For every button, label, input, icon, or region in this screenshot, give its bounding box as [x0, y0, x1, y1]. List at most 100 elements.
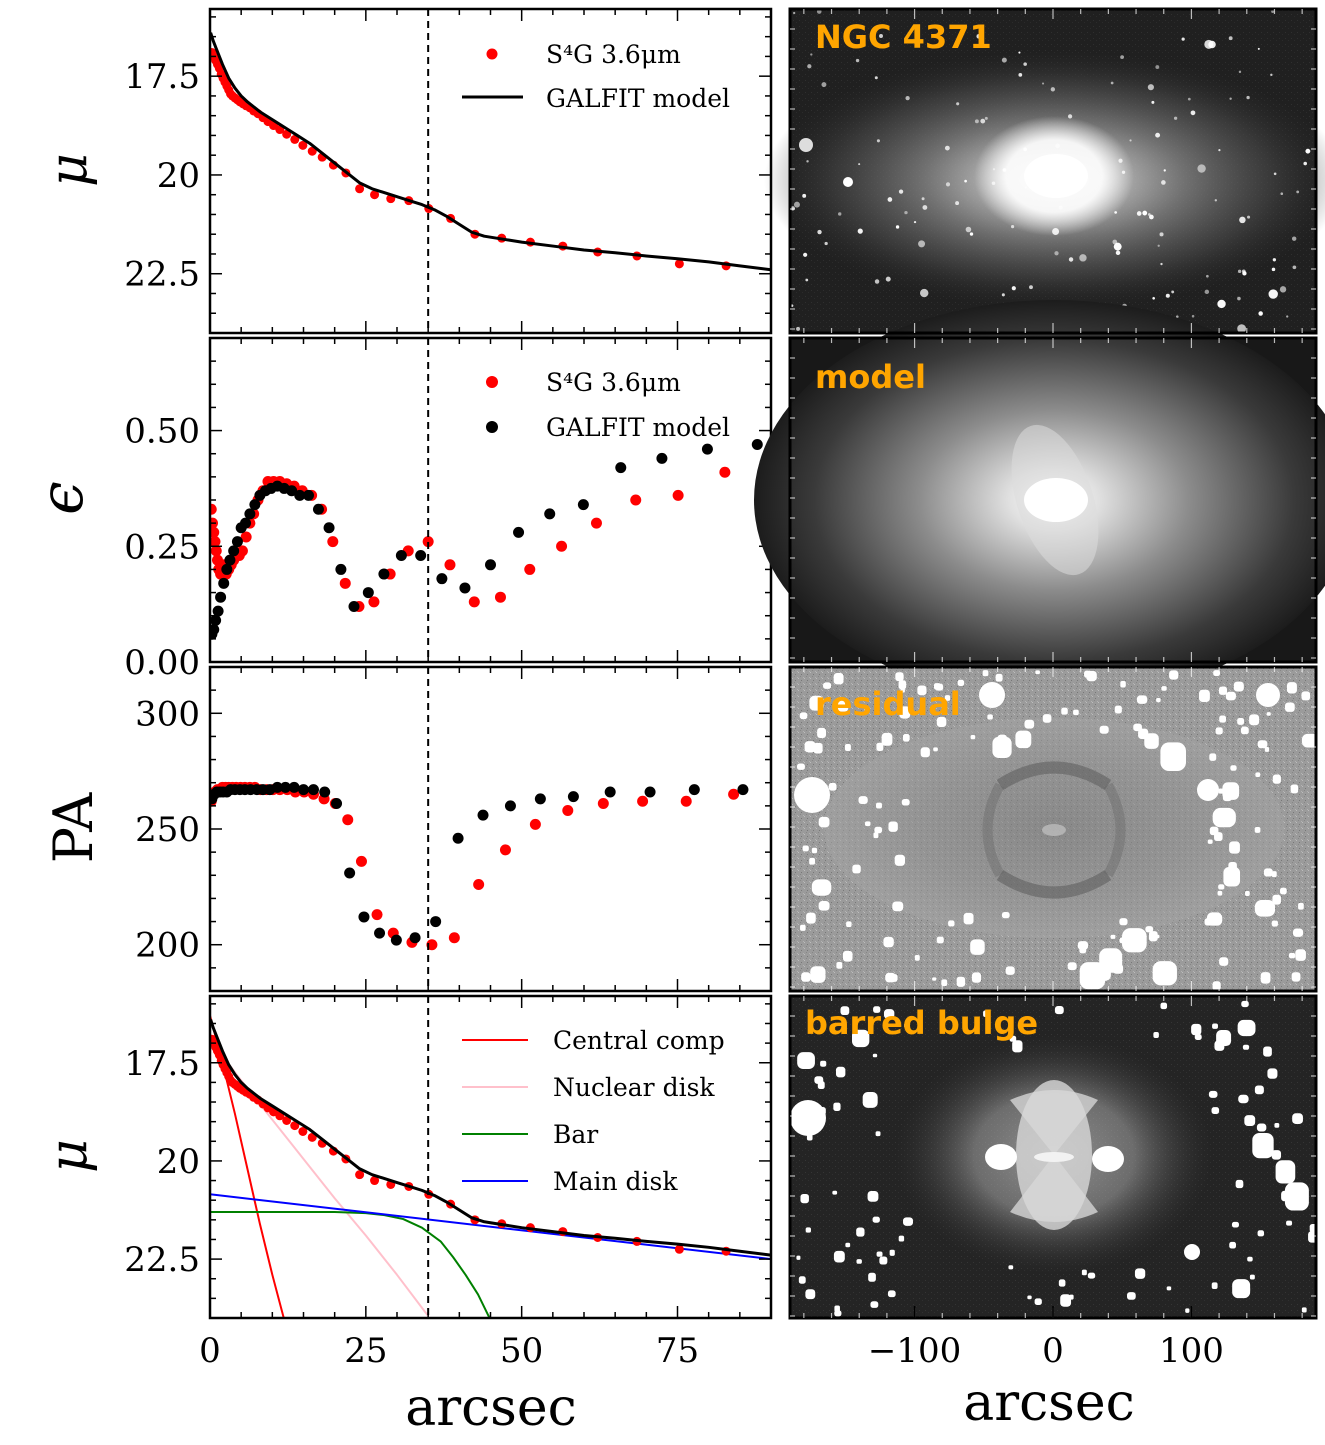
mask-blob — [956, 976, 966, 987]
image-label-ngc4371: NGC 4371 — [815, 18, 992, 56]
mask-blob — [1166, 1286, 1172, 1291]
star — [793, 201, 800, 208]
data-point — [210, 503, 217, 515]
star — [824, 241, 828, 246]
model-point — [335, 563, 347, 575]
mask-blob — [1238, 1094, 1249, 1104]
model-line — [210, 32, 771, 272]
mask-blob — [1263, 868, 1273, 877]
mask-blob — [1249, 1274, 1255, 1280]
star — [793, 11, 796, 15]
mask-blob — [917, 685, 927, 696]
mask-blob — [1263, 1046, 1272, 1057]
data-point — [524, 563, 536, 575]
star — [1206, 274, 1209, 278]
image-x-axis-title: arcsec — [963, 1373, 1135, 1433]
star — [1237, 296, 1241, 301]
mask-blob — [801, 972, 811, 982]
mask-blob — [920, 747, 930, 758]
model-point — [378, 568, 390, 580]
star — [807, 64, 812, 69]
mask-blob — [875, 802, 882, 809]
star — [1296, 190, 1300, 194]
y-tick-label: 250 — [135, 810, 200, 850]
model-point — [737, 784, 749, 796]
mask-blob — [885, 972, 896, 983]
mask-blob — [833, 673, 844, 685]
model-point — [485, 559, 496, 571]
mask-blob — [1204, 918, 1213, 926]
mask-blob — [1215, 727, 1223, 735]
mask-blob — [982, 670, 989, 677]
mask-blob — [1272, 894, 1281, 905]
mask-blob — [1254, 826, 1261, 833]
mask-blob — [1114, 705, 1122, 714]
data-point — [240, 531, 252, 543]
mask-blob — [1160, 742, 1186, 772]
mask-blob — [1295, 949, 1306, 961]
mask-blob — [1290, 784, 1299, 794]
mask-blob — [1231, 1221, 1239, 1228]
star — [874, 279, 880, 284]
image-model: model — [754, 300, 1325, 700]
star — [1181, 37, 1185, 41]
mask-blob — [963, 912, 974, 925]
model-point — [218, 577, 230, 589]
mask-blob — [864, 706, 869, 711]
data-point — [210, 545, 222, 557]
star — [799, 138, 813, 152]
star — [855, 58, 860, 63]
mask-blob — [1212, 807, 1236, 828]
mask-blob — [1271, 920, 1278, 927]
mask-blob — [1191, 1023, 1202, 1036]
mask-blob — [1292, 1113, 1303, 1124]
data-point — [298, 1126, 308, 1136]
mask-blob — [796, 1255, 801, 1260]
y-tick-label: 300 — [135, 694, 200, 734]
mask-blob — [970, 734, 976, 740]
star — [964, 179, 967, 183]
image-ngc4371: NGC 4371 — [764, 9, 1325, 334]
mask-blob — [1301, 733, 1319, 748]
y-axis-title-epsilon: ϵ — [27, 481, 97, 515]
mask-blob — [1119, 937, 1127, 944]
star — [904, 210, 908, 215]
mask-blob — [864, 821, 871, 827]
mask-blob — [1001, 912, 1010, 919]
mask-blob — [992, 736, 1012, 759]
star — [980, 118, 986, 124]
legend-label-nuclear: Nuclear disk — [553, 1073, 715, 1102]
mask-blob — [842, 950, 853, 962]
model-point — [415, 550, 427, 562]
mask-blob — [799, 712, 808, 720]
star — [991, 181, 996, 186]
star — [1118, 158, 1123, 163]
model-point — [288, 781, 300, 793]
mask-blob — [1211, 1107, 1220, 1114]
mask-blob — [790, 1100, 826, 1136]
mask-blob — [936, 936, 944, 944]
data-point — [236, 545, 248, 557]
mask-blob — [834, 1310, 842, 1317]
y-tick-label: 20 — [157, 1142, 200, 1182]
mask-blob — [1160, 1002, 1168, 1010]
mask-blob — [813, 742, 823, 754]
mask-blob — [1194, 1034, 1202, 1040]
star — [1187, 97, 1191, 101]
mask-blob — [794, 777, 830, 813]
mask-blob — [858, 796, 868, 805]
mask-blob — [957, 679, 965, 686]
star — [1115, 250, 1121, 256]
mask-blob — [1009, 1035, 1017, 1042]
star — [1257, 47, 1260, 50]
star — [1050, 87, 1055, 92]
star — [944, 145, 950, 151]
image-label-model: model — [815, 358, 926, 396]
mask-blob — [840, 1006, 850, 1016]
position-angle-panel: 200 250 300 — [135, 665, 773, 993]
star — [895, 225, 900, 229]
star — [1151, 100, 1155, 104]
star — [1190, 110, 1196, 116]
star — [1270, 73, 1273, 77]
